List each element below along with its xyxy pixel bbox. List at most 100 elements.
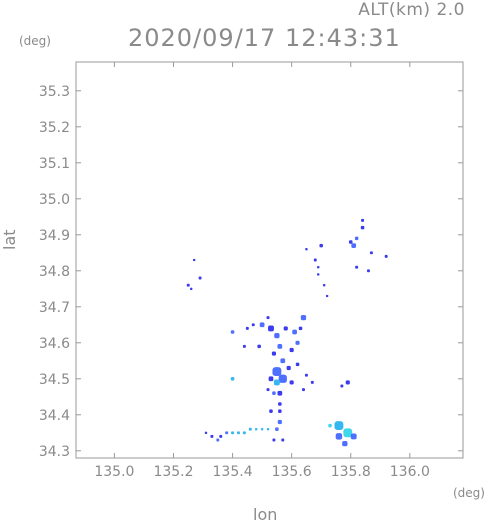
timestamp: 2020/09/17 12:43:31 [128,24,401,52]
y-tick-label: 34.6 [39,336,70,352]
echo-cell [295,362,300,367]
echo-cell [266,388,270,392]
echo-cell [210,434,214,438]
echo-cell [230,377,235,381]
echo-cell [289,380,294,385]
echo-cell [313,258,317,262]
echo-cell [350,433,357,440]
echo-cell [255,428,258,431]
echo-cell [231,431,235,435]
echo-cell [266,316,270,320]
echo-cell [277,390,283,396]
echo-cell [260,428,264,431]
echo-cell [275,427,279,431]
echo-cell [310,380,314,384]
echo-cell [304,373,308,377]
echo-cell [280,358,286,364]
echo-cell [242,344,246,348]
y-tick-label: 34.9 [39,228,70,244]
echo-cell [305,248,308,251]
y-tick-label: 34.4 [39,408,70,424]
x-axis-label: lon [253,505,278,524]
echo-cell [272,391,276,395]
echo-cell [186,283,190,287]
echo-cell [295,340,300,345]
echo-cell [355,265,359,269]
y-tick-label: 35.2 [39,120,70,136]
echo-cell [345,380,350,385]
echo-cell [369,251,373,255]
y-tick-label: 34.5 [39,372,70,388]
echo-cell [319,243,323,248]
echo-cell [366,269,370,273]
echo-cell [271,351,276,356]
echo-cell [272,367,282,377]
echo-cell [269,409,273,413]
echo-cell [283,326,288,331]
echo-cell [278,374,287,383]
echo-cells [186,218,388,447]
echo-cell [230,330,235,334]
x-tick-label: 135.4 [213,464,253,480]
x-tick-label: 135.6 [272,464,312,480]
y-tick-label: 34.8 [39,264,70,280]
y-tick-label: 35.3 [39,84,70,100]
echo-cell [259,322,265,328]
echo-cell [266,428,270,431]
echo-cell [225,431,229,435]
y-tick-label: 34.7 [39,300,70,316]
axis-ticks: 135.0 135.2 135.4 135.6 135.8 136.0 34.3 34.4 34… [39,62,463,480]
echo-cell [360,225,365,230]
echo-cell [348,240,353,244]
echo-cell [300,314,307,321]
echo-cell [272,438,276,442]
echo-cell [343,428,353,438]
altitude-label: ALT(km) 2.0 [358,0,465,20]
y-tick-label: 34.3 [39,444,70,460]
echo-cell [292,329,297,335]
echo-cell [301,388,305,392]
echo-cell [274,332,280,339]
echo-cell [317,273,320,276]
y-tick-label: 35.0 [39,192,70,208]
echo-cell [192,258,196,262]
echo-cell [325,294,329,298]
echo-cell [268,325,274,332]
plot-frame [75,61,464,459]
echo-cell [237,431,240,435]
echo-cell [245,326,249,330]
echo-cell [322,284,326,287]
echo-cell [190,287,193,290]
echo-cell [277,419,282,425]
y-tick-label: 35.1 [39,156,70,172]
echo-cell [281,438,285,442]
echo-cell [340,384,344,388]
echo-cell [257,344,261,349]
echo-cell [273,379,280,386]
echo-cell [354,236,359,241]
x-unit-label: (deg) [453,486,485,500]
echo-cell [204,431,208,434]
echo-cell [384,254,388,258]
x-tick-label: 135.2 [153,464,193,480]
echo-cell [219,434,223,438]
echo-cell [286,365,291,371]
echo-cell [351,243,357,248]
echo-cell [361,218,365,222]
echo-cell [198,276,202,280]
x-tick-label: 135.0 [94,464,134,480]
x-tick-label: 136.0 [390,464,430,480]
echo-cell [248,427,252,431]
echo-cell [242,431,246,435]
echo-cell [328,423,332,428]
echo-cell [277,344,283,349]
echo-cell [298,326,303,331]
echo-cell [342,440,348,447]
echo-cell [334,421,344,431]
x-tick-label: 135.8 [331,464,371,480]
echo-cell [278,402,282,406]
echo-cell [317,266,320,269]
echo-cell [335,433,343,440]
y-unit-label: (deg) [19,34,51,48]
